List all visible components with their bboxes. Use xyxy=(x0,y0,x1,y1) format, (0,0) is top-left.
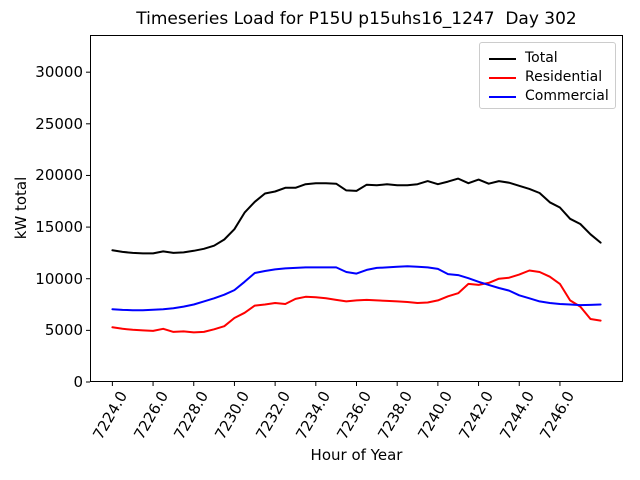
legend-label-residential: Residential xyxy=(525,69,603,85)
chart-title: Timeseries Load for P15U p15uhs16_1247 D… xyxy=(136,9,577,29)
legend-line-sample-total xyxy=(489,57,516,60)
y-tick-label: 5000 xyxy=(44,321,83,340)
residential-line xyxy=(111,269,602,334)
legend-label-total: Total xyxy=(525,50,558,66)
y-tick-label: 15000 xyxy=(35,218,83,237)
x-axis-label: Hour of Year xyxy=(310,446,403,464)
y-tick-label: 10000 xyxy=(35,269,83,288)
legend-line-sample-residential xyxy=(489,76,516,79)
total-line xyxy=(111,177,602,255)
legend-entry-commercial: Commercial xyxy=(489,87,609,106)
legend-label-commercial: Commercial xyxy=(525,88,609,104)
y-tick-label: 30000 xyxy=(35,63,83,82)
legend: Total Residential Commercial xyxy=(479,42,616,109)
y-tick-label: 20000 xyxy=(35,166,83,185)
legend-line-sample-commercial xyxy=(489,95,516,98)
y-tick-label: 25000 xyxy=(35,114,83,133)
legend-entry-residential: Residential xyxy=(489,68,606,87)
y-tick-label: 0 xyxy=(73,373,83,391)
commercial-line xyxy=(111,265,602,312)
legend-entry-total: Total xyxy=(489,49,606,68)
